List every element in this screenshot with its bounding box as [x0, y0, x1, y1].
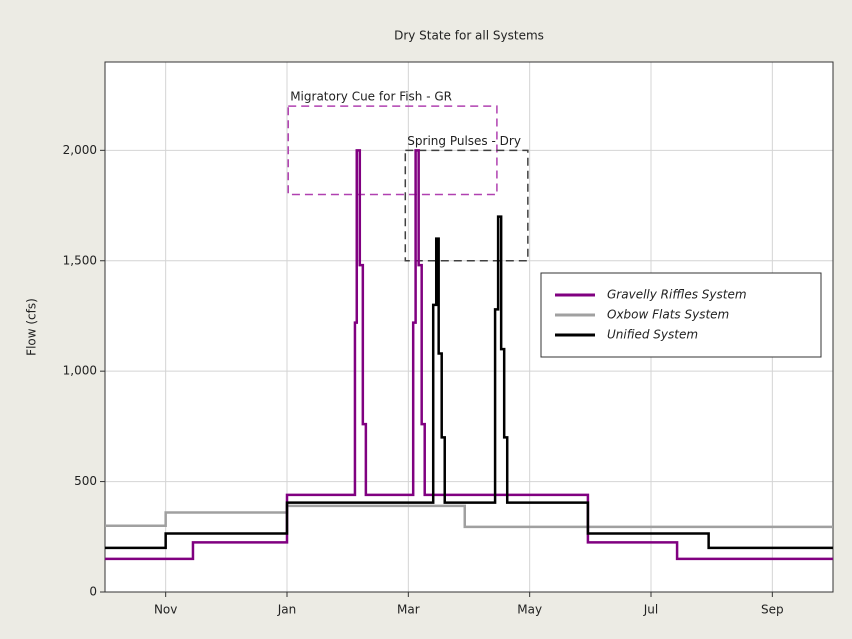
annotation-label: Spring Pulses - Dry	[407, 134, 521, 148]
x-tick-label: Jan	[277, 603, 297, 617]
y-axis-label: Flow (cfs)	[25, 298, 39, 356]
plot-border	[104, 61, 834, 593]
legend-box	[540, 272, 822, 358]
x-tick-label: Jul	[643, 603, 658, 617]
chart-title: Dry State for all Systems	[394, 29, 544, 43]
legend-label: Gravelly Riffles System	[607, 288, 747, 302]
series-line	[105, 215, 833, 550]
legend-label: Unified System	[607, 328, 698, 342]
x-tick-label: Nov	[154, 603, 177, 617]
x-tick-label: Sep	[761, 603, 784, 617]
annotation-box	[404, 149, 529, 262]
y-tick-label: 500	[74, 474, 97, 488]
legend-label: Oxbow Flats System	[607, 308, 729, 322]
y-tick-label: 1,500	[63, 253, 97, 267]
y-tick-label: 0	[89, 585, 97, 599]
y-tick-label: 1,000	[63, 364, 97, 378]
x-tick-label: May	[517, 603, 542, 617]
annotation-label: Migratory Cue for Fish - GR	[290, 90, 452, 104]
series-line	[105, 149, 833, 561]
x-tick-label: Mar	[397, 603, 420, 617]
y-tick-label: 2,000	[63, 143, 97, 157]
